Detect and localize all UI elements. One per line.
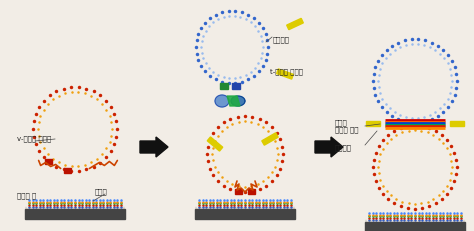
Polygon shape: [450, 121, 464, 126]
Bar: [235, 189, 242, 194]
Bar: [64, 168, 71, 173]
Text: 폴리머 층: 폴리머 층: [17, 191, 36, 198]
FancyArrow shape: [315, 137, 343, 157]
Bar: [232, 84, 240, 90]
Text: 컴플렉신: 컴플렉신: [335, 143, 352, 150]
Text: 단포낭: 단포낭: [95, 187, 108, 194]
Bar: [248, 189, 255, 194]
Text: t-스네어 단백질: t-스네어 단백질: [270, 68, 303, 74]
Bar: [195, 209, 295, 219]
Bar: [25, 209, 125, 219]
Polygon shape: [262, 133, 278, 146]
Polygon shape: [227, 97, 240, 106]
Polygon shape: [207, 137, 223, 151]
Polygon shape: [277, 70, 293, 80]
Polygon shape: [231, 97, 245, 106]
Text: 컴플렉신: 컴플렉신: [273, 36, 290, 43]
Polygon shape: [215, 96, 229, 107]
Text: 스네어
단백질 결합: 스네어 단백질 결합: [335, 119, 358, 133]
Bar: [220, 84, 228, 90]
Bar: [45, 159, 52, 164]
Bar: [365, 222, 465, 231]
Polygon shape: [287, 19, 303, 30]
FancyArrow shape: [140, 137, 168, 157]
Polygon shape: [366, 121, 380, 126]
Text: v-스네어 단백질: v-스네어 단백질: [17, 134, 51, 141]
